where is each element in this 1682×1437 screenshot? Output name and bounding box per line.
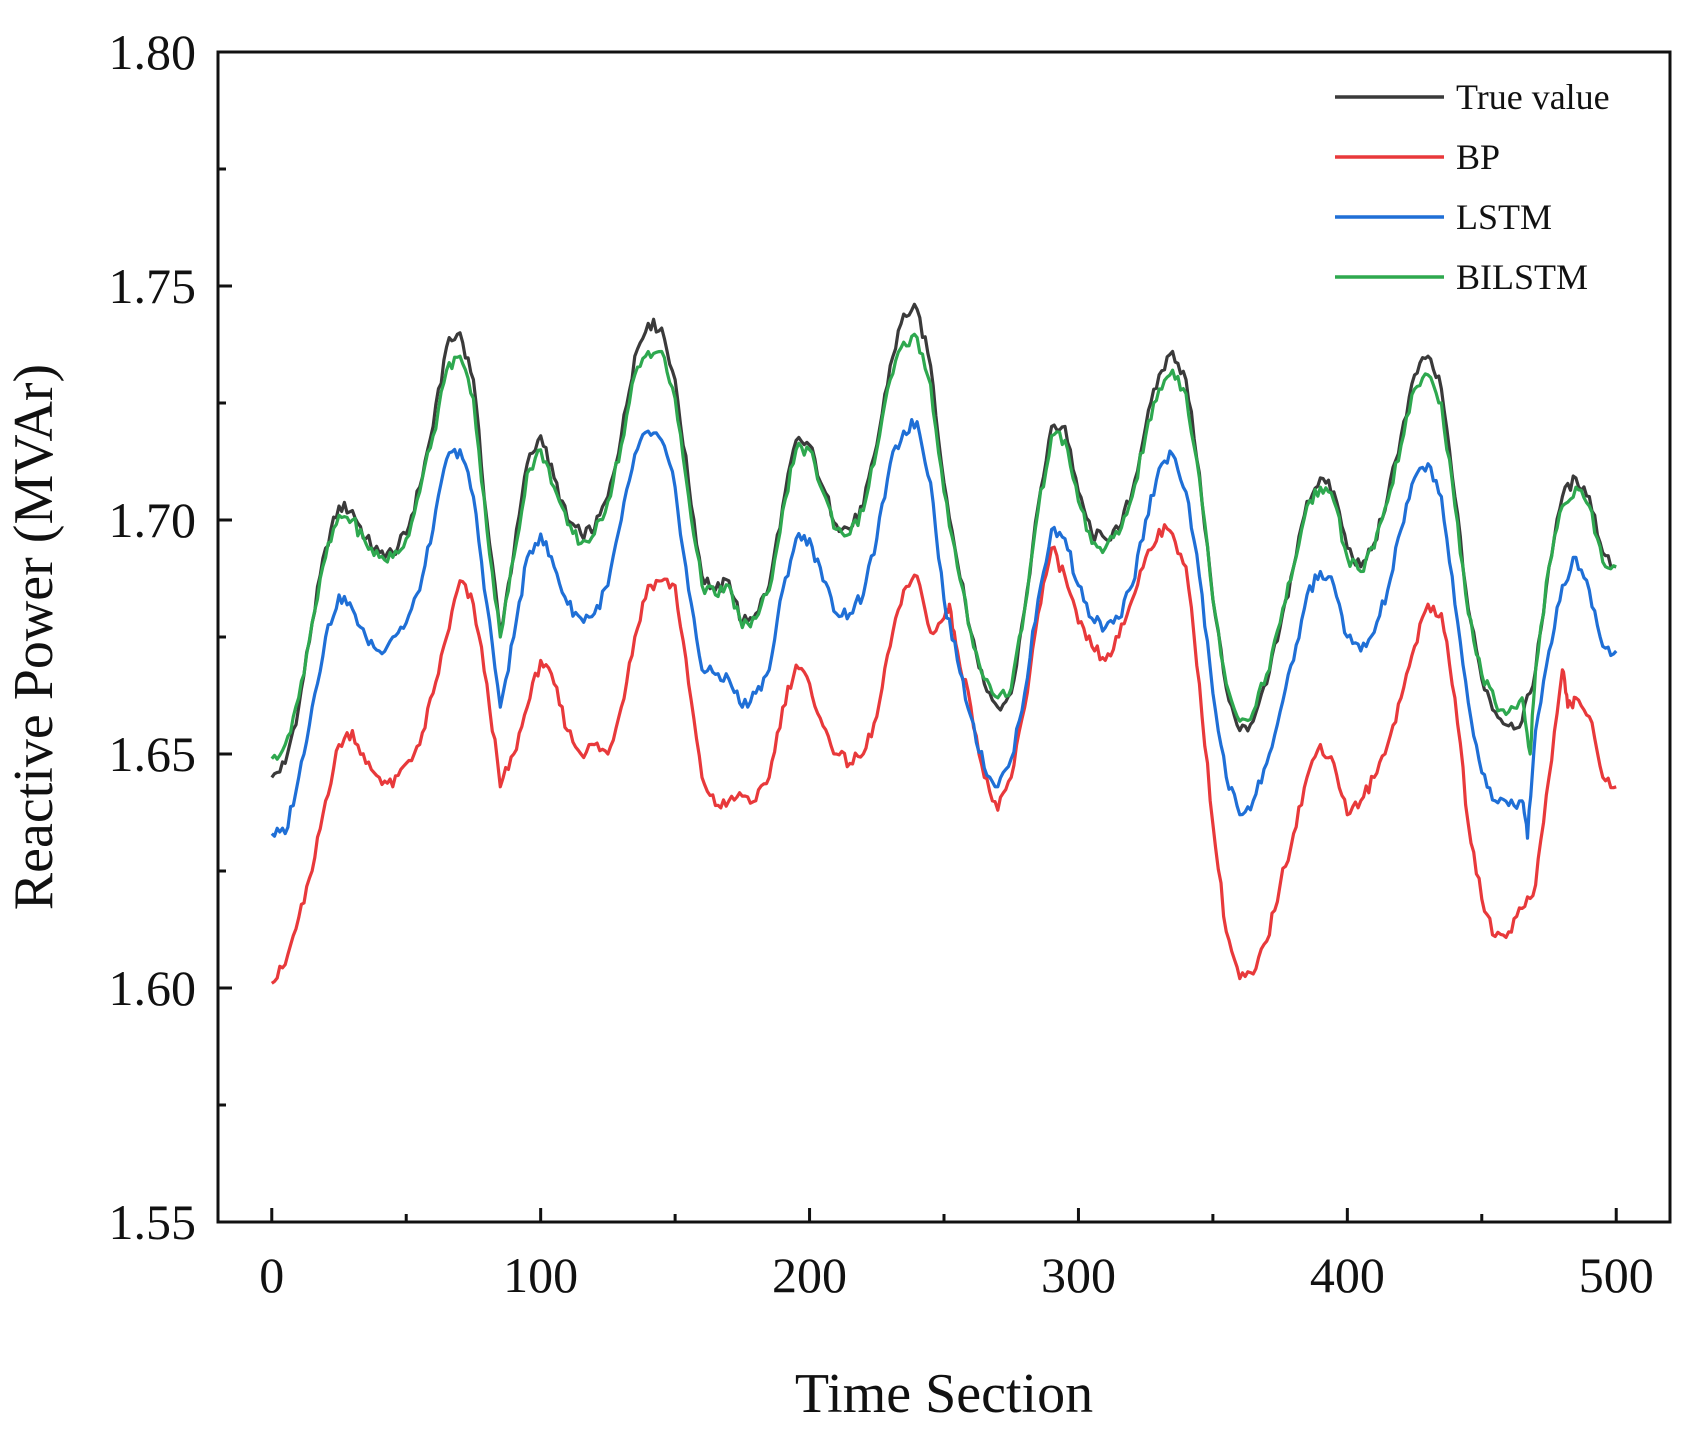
x-tick-label: 500 <box>1579 1247 1654 1303</box>
y-axis: 1.55 1.60 1.65 1.70 1.75 1.80 <box>109 24 232 1250</box>
x-tick-label: 400 <box>1310 1247 1385 1303</box>
y-tick-label: 1.80 <box>109 24 197 80</box>
legend: True value BP LSTM BILSTM <box>1335 77 1610 297</box>
y-tick-label: 1.60 <box>109 960 197 1016</box>
x-tick-label: 300 <box>1041 1247 1116 1303</box>
series-line-lstm <box>270 418 1618 840</box>
y-tick-label: 1.65 <box>109 726 197 782</box>
series-lines <box>270 302 1618 985</box>
series-line-bilstm <box>270 332 1617 761</box>
series-line-true-value <box>270 302 1617 779</box>
x-tick-label: 200 <box>772 1247 847 1303</box>
x-tick-label: 0 <box>259 1247 284 1303</box>
legend-label: True value <box>1456 77 1610 117</box>
x-axis: 0 100 200 300 400 500 <box>259 1208 1654 1303</box>
x-axis-title: Time Section <box>795 1363 1093 1425</box>
legend-label: BILSTM <box>1456 257 1588 297</box>
y-axis-title: Reactive Power (MVAr) <box>3 364 65 910</box>
plot-frame <box>216 50 1672 1224</box>
y-tick-label: 1.55 <box>109 1194 197 1250</box>
y-tick-label: 1.70 <box>109 492 197 548</box>
series-line-bp <box>270 523 1617 985</box>
legend-label: BP <box>1456 137 1500 177</box>
x-tick-label: 100 <box>503 1247 578 1303</box>
y-tick-label: 1.75 <box>109 258 197 314</box>
legend-label: LSTM <box>1456 197 1552 237</box>
